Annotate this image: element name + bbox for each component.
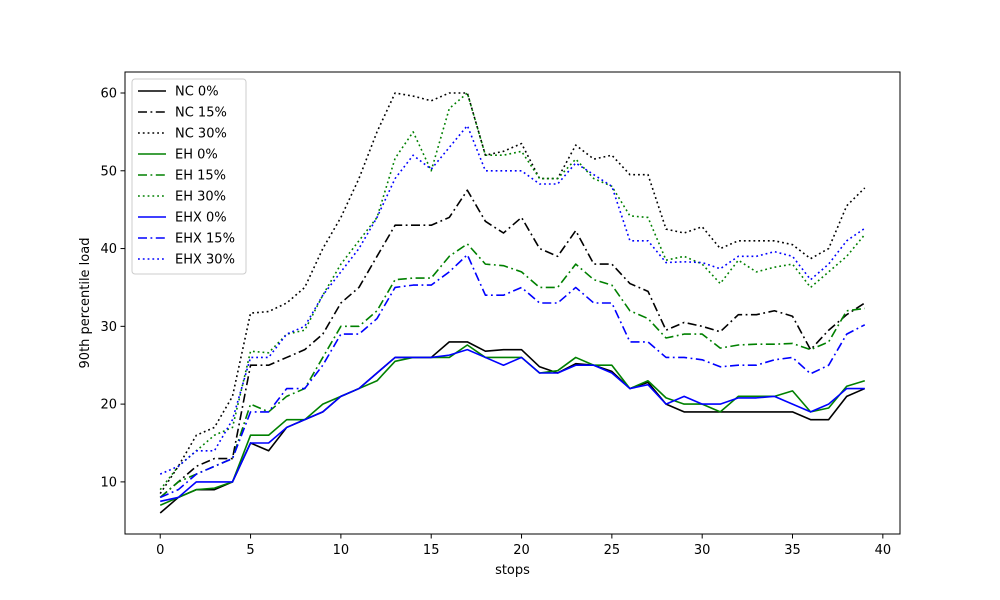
y-tick-label-5: 60 bbox=[100, 87, 117, 102]
series-line-6 bbox=[160, 348, 865, 503]
y-tick-label-2: 30 bbox=[100, 320, 117, 335]
legend-label-0: NC 0% bbox=[175, 85, 219, 100]
x-tick-label-3: 15 bbox=[423, 543, 440, 558]
legend-label-2: NC 30% bbox=[175, 127, 227, 142]
series-line-2 bbox=[159, 92, 866, 495]
y-tick-label-0: 10 bbox=[100, 475, 117, 490]
legend-label-1: NC 15% bbox=[175, 106, 227, 121]
legend-label-3: EH 0% bbox=[175, 148, 218, 163]
legend-label-8: EHX 30% bbox=[175, 253, 235, 268]
y-tick-label-1: 20 bbox=[100, 398, 117, 413]
series-line-3 bbox=[159, 344, 866, 506]
axes-frame bbox=[124, 71, 901, 535]
legend-label-6: EHX 0% bbox=[175, 211, 227, 226]
x-axis-label: stops bbox=[495, 563, 530, 578]
x-tick-label-8: 40 bbox=[875, 543, 892, 558]
x-tick-label-6: 30 bbox=[694, 543, 711, 558]
y-axis: 10 20 30 40 50 60 bbox=[100, 87, 125, 490]
series-line-0 bbox=[159, 341, 866, 514]
series-line-1 bbox=[159, 189, 866, 499]
series-line-8 bbox=[159, 124, 866, 475]
x-tick-label-5: 25 bbox=[604, 543, 621, 558]
series-line-4 bbox=[159, 243, 865, 499]
x-tick-label-1: 5 bbox=[246, 543, 254, 558]
y-tick-label-3: 40 bbox=[100, 242, 117, 257]
plot-lines bbox=[159, 92, 866, 514]
legend-label-5: EH 30% bbox=[175, 190, 226, 205]
y-axis-label: 90th percentile load bbox=[78, 238, 93, 369]
y-tick-label-4: 50 bbox=[100, 164, 117, 179]
x-axis: 0 5 10 15 20 25 30 35 40 bbox=[156, 534, 891, 558]
legend-label-4: EH 15% bbox=[175, 169, 226, 184]
legend: NC 0% NC 15% NC 30% EH 0% EH 15% EH 30% EHX 0%… bbox=[131, 78, 247, 275]
legend-label-7: EHX 15% bbox=[175, 232, 235, 247]
legend-box bbox=[131, 78, 247, 275]
series-line-7 bbox=[159, 253, 866, 499]
x-tick-label-4: 20 bbox=[513, 543, 530, 558]
x-tick-label-7: 35 bbox=[784, 543, 801, 558]
x-tick-label-2: 10 bbox=[333, 543, 350, 558]
x-tick-label-0: 0 bbox=[156, 543, 164, 558]
